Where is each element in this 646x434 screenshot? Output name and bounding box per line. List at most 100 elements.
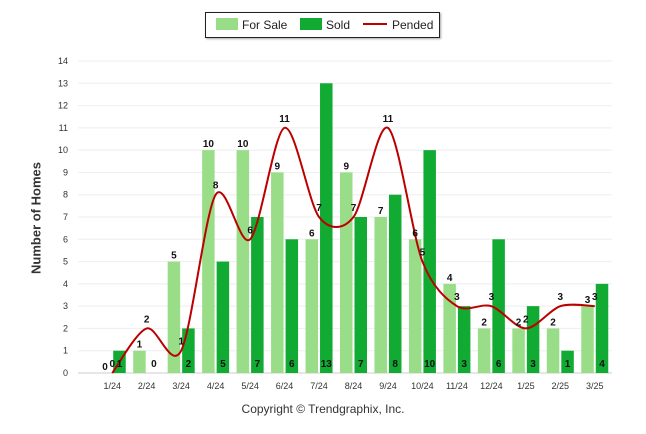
legend-label-pended: Pended xyxy=(392,18,434,32)
legend-label-for-sale: For Sale xyxy=(242,18,288,32)
y-tick-label: 2 xyxy=(63,323,68,333)
data-label-pended: 8 xyxy=(213,181,219,192)
x-tick-label: 1/24 xyxy=(103,381,121,391)
bar-for-sale xyxy=(408,239,422,373)
y-tick-label: 9 xyxy=(63,167,68,177)
data-label-sold: 4 xyxy=(599,359,605,370)
data-label-pended: 5 xyxy=(420,248,426,259)
data-label-sold: 0 xyxy=(151,359,157,370)
data-label-for-sale: 9 xyxy=(343,161,349,172)
data-label-for-sale: 2 xyxy=(550,317,556,328)
x-tick-label: 11/24 xyxy=(446,381,468,391)
data-label-sold: 7 xyxy=(358,359,364,370)
data-label-sold: 13 xyxy=(321,359,333,370)
bar-for-sale xyxy=(546,328,560,373)
data-label-for-sale: 7 xyxy=(378,206,384,217)
legend-label-sold: Sold xyxy=(326,18,351,32)
bar-for-sale xyxy=(443,283,456,373)
bar-for-sale xyxy=(167,261,181,373)
legend-line-pended xyxy=(363,23,387,25)
y-tick-label: 12 xyxy=(58,101,68,111)
y-tick-label: 1 xyxy=(63,346,68,356)
x-tick-label: 5/24 xyxy=(241,381,259,391)
x-tick-label: 2/24 xyxy=(138,381,156,391)
data-label-sold: 6 xyxy=(496,359,502,370)
bar-sold xyxy=(251,217,264,373)
data-label-pended: 7 xyxy=(316,203,322,214)
data-label-sold: 3 xyxy=(530,359,536,370)
y-tick-label: 0 xyxy=(63,368,68,378)
y-tick-label: 3 xyxy=(63,301,68,311)
data-label-pended: 3 xyxy=(489,292,495,303)
bar-sold xyxy=(320,83,333,374)
bar-sold xyxy=(561,350,574,373)
bar-for-sale xyxy=(133,350,146,373)
bar-for-sale xyxy=(512,328,525,373)
data-label-pended: 11 xyxy=(383,114,394,125)
data-label-for-sale: 0 xyxy=(102,362,108,373)
legend-swatch-for-sale xyxy=(216,18,238,30)
data-label-pended: 1 xyxy=(178,337,184,348)
data-label-for-sale: 2 xyxy=(481,317,487,328)
y-tick-label: 8 xyxy=(63,190,68,200)
data-label-pended: 3 xyxy=(592,292,598,303)
x-tick-label: 12/24 xyxy=(480,381,503,391)
data-label-sold: 6 xyxy=(289,359,295,370)
data-label-for-sale: 6 xyxy=(412,228,418,239)
data-label-sold: 5 xyxy=(220,359,226,370)
bar-sold xyxy=(354,217,367,373)
x-tick-label: 10/24 xyxy=(411,381,434,391)
x-tick-label: 9/24 xyxy=(379,381,397,391)
y-tick-label: 14 xyxy=(58,56,68,66)
data-label-for-sale: 2 xyxy=(516,317,522,328)
bar-for-sale xyxy=(236,150,250,373)
data-label-sold: 10 xyxy=(424,359,436,370)
data-label-pended: 7 xyxy=(351,203,357,214)
bar-for-sale xyxy=(271,172,284,373)
data-label-for-sale: 10 xyxy=(237,139,249,150)
data-label-pended: 2 xyxy=(144,314,150,325)
pended-line xyxy=(111,126,595,374)
data-label-pended: 2 xyxy=(523,314,529,325)
bar-for-sale xyxy=(305,239,319,373)
x-axis-ticks: 1/24 2/24 3/24 4/24 5/24 6/24 7/24 8/24 9/24 10/2… xyxy=(103,381,603,391)
bar-sold xyxy=(285,239,299,373)
y-tick-label: 13 xyxy=(58,78,68,88)
data-label-sold: 3 xyxy=(461,359,467,370)
bar-for-sale xyxy=(477,328,491,373)
x-tick-label: 7/24 xyxy=(310,381,328,391)
bar-sold xyxy=(388,194,402,373)
bar-sold xyxy=(423,150,436,373)
bar-sold xyxy=(457,306,471,373)
y-tick-label: 10 xyxy=(58,145,68,155)
y-tick-label: 11 xyxy=(59,123,68,133)
data-label-for-sale: 10 xyxy=(203,139,215,150)
data-label-for-sale: 9 xyxy=(275,161,281,172)
bar-for-sale xyxy=(581,306,594,373)
y-tick-label: 7 xyxy=(63,212,68,222)
data-label-sold: 2 xyxy=(186,359,192,370)
x-tick-label: 3/24 xyxy=(172,381,190,391)
legend-swatch-sold xyxy=(300,18,322,30)
data-label-for-sale: 1 xyxy=(137,340,143,351)
data-label-pended: 0 xyxy=(109,359,115,370)
data-label-pended: 3 xyxy=(558,292,564,303)
data-labels: 0 110521051079661397786104326232134021861… xyxy=(102,114,605,373)
data-label-for-sale: 5 xyxy=(171,251,177,262)
y-axis-label: Number of Homes xyxy=(28,162,44,274)
data-label-sold: 1 xyxy=(565,359,571,370)
bar-sold xyxy=(216,261,230,373)
data-label-for-sale: 3 xyxy=(585,295,591,306)
data-label-for-sale: 4 xyxy=(447,273,453,284)
copyright-text: Copyright © Trendgraphix, Inc. xyxy=(241,402,405,416)
y-tick-label: 6 xyxy=(63,234,68,244)
x-tick-label: 8/24 xyxy=(345,381,363,391)
bar-for-sale xyxy=(374,217,387,373)
x-tick-label: 1/25 xyxy=(517,381,535,391)
legend: For Sale Sold Pended xyxy=(205,12,440,38)
bars xyxy=(113,83,609,374)
data-label-pended: 6 xyxy=(247,225,253,236)
bar-sold xyxy=(492,239,505,373)
y-tick-label: 4 xyxy=(63,279,68,289)
